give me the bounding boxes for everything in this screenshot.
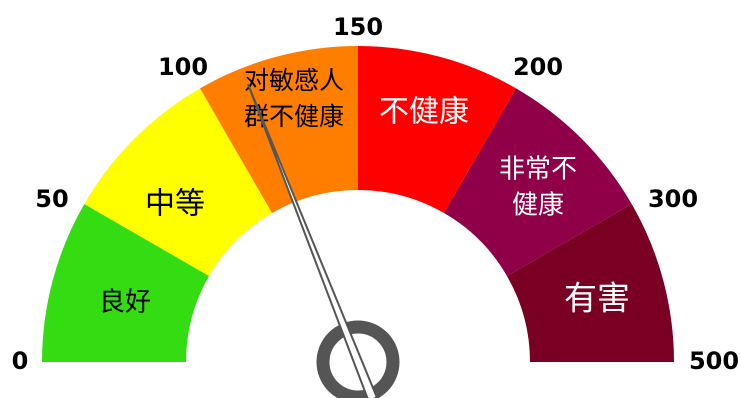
band-moderate-label: 中等 <box>145 187 205 222</box>
band-good <box>42 204 210 362</box>
band-very-unhealthy-label: 非常不 <box>499 155 577 185</box>
band-hazardous-label: 有害 <box>564 279 630 318</box>
tick-label-500: 500 <box>689 347 739 375</box>
tick-label-50: 50 <box>35 185 68 213</box>
tick-label-150: 150 <box>333 13 383 41</box>
tick-label-100: 100 <box>158 53 208 81</box>
gauge-needle <box>247 83 378 398</box>
band-good-label: 良好 <box>99 288 151 318</box>
band-unhealthy-sensitive <box>200 46 358 214</box>
band-unhealthy-sensitive-label: 对敏感人 <box>244 66 344 95</box>
tick-label-0: 0 <box>12 347 29 375</box>
band-unhealthy <box>358 46 516 214</box>
tick-label-200: 200 <box>513 53 563 81</box>
band-moderate <box>84 88 273 277</box>
band-hazardous <box>506 204 674 362</box>
gauge-hub <box>316 320 400 398</box>
band-very-unhealthy-label: 健康 <box>512 191 564 221</box>
band-very-unhealthy <box>444 88 632 277</box>
band-unhealthy-sensitive-label: 群不健康 <box>244 102 344 131</box>
band-unhealthy-label: 不健康 <box>379 95 469 130</box>
tick-label-300: 300 <box>648 185 698 213</box>
